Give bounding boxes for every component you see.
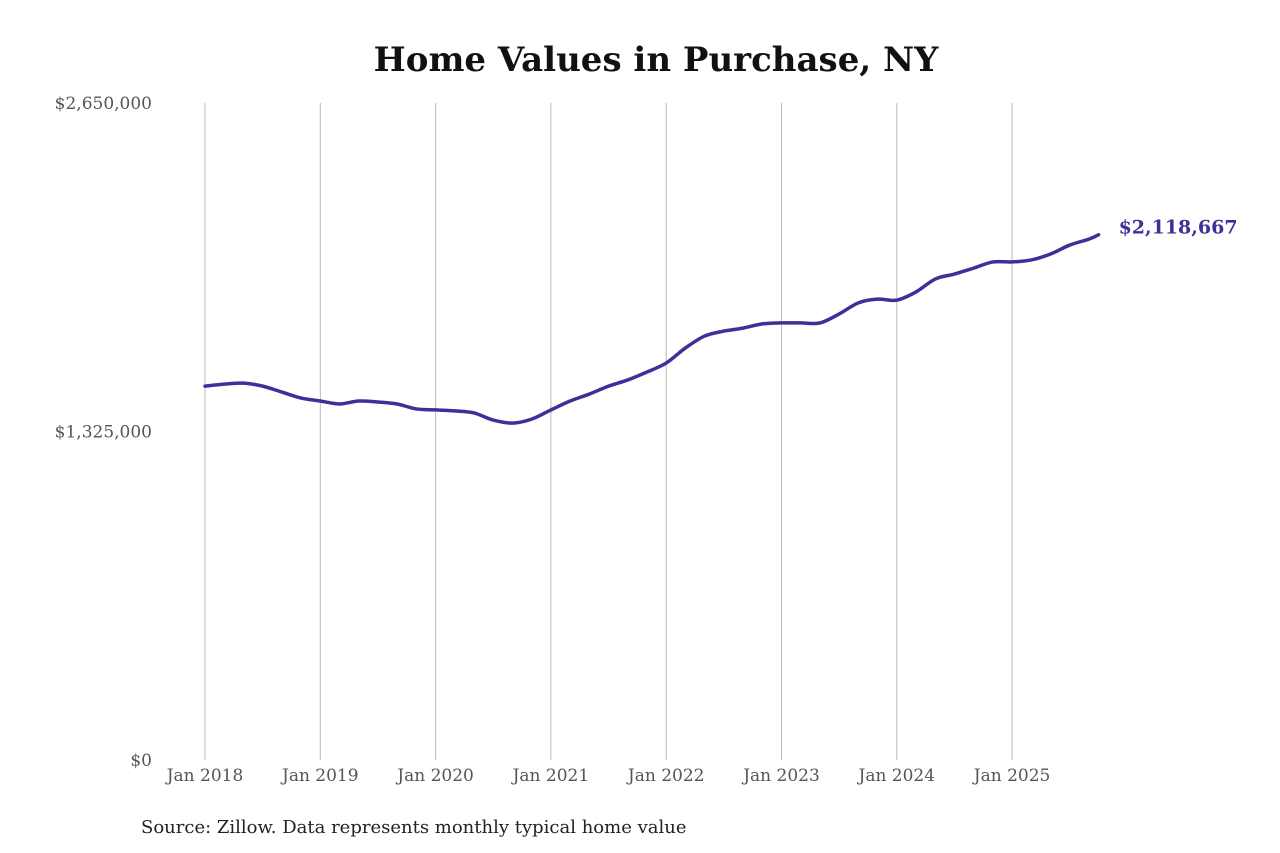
end-value-label: $2,118,667	[1119, 217, 1238, 239]
y-tick-label: $1,325,000	[55, 423, 152, 443]
x-tick-label: Jan 2023	[741, 766, 820, 786]
x-tick-label: Jan 2021	[511, 766, 590, 786]
y-tick-label: $2,650,000	[55, 94, 152, 114]
series-line	[203, 232, 1101, 425]
chart-title: Home Values in Purchase, NY	[373, 40, 939, 80]
x-tick-label: Jan 2019	[280, 766, 359, 786]
y-tick-label: $0	[130, 751, 152, 771]
x-tick-label: Jan 2022	[626, 766, 705, 786]
x-tick-label: Jan 2018	[165, 766, 244, 786]
source-note: Source: Zillow. Data represents monthly …	[141, 817, 687, 838]
x-tick-label: Jan 2025	[972, 766, 1051, 786]
x-tick-label: Jan 2020	[395, 766, 474, 786]
x-tick-label: Jan 2024	[857, 766, 936, 786]
